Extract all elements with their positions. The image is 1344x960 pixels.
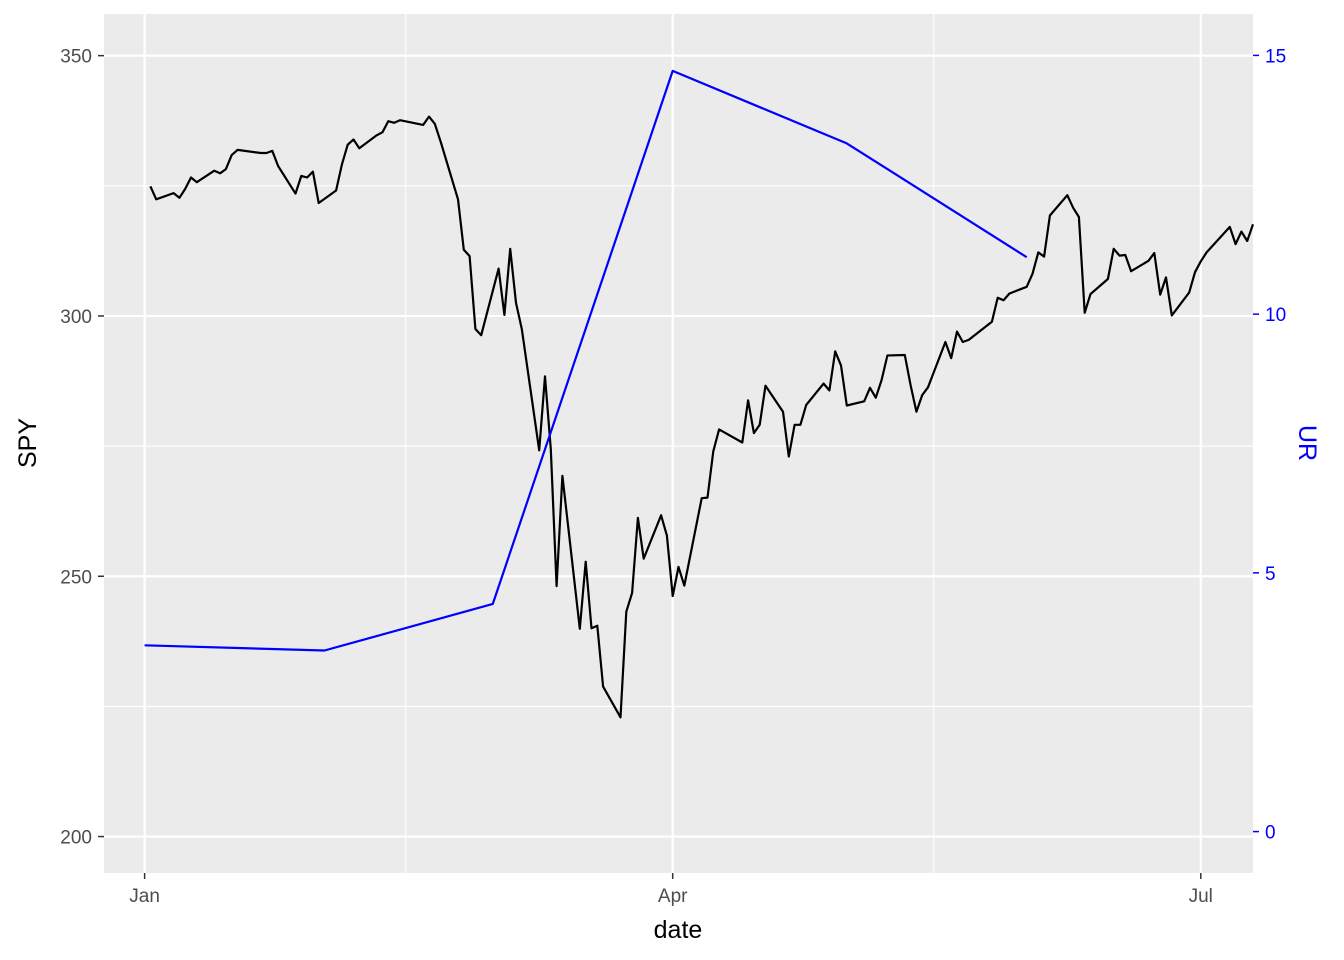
x-axis-tick-label: Apr [658, 886, 688, 907]
minor-gridlines [104, 14, 1253, 873]
series-layer [144, 69, 1255, 719]
x-axis-tick-label: Jan [129, 886, 160, 907]
series-line-ur [144, 69, 1028, 652]
major-gridlines [104, 14, 1253, 873]
left-axis-tick-label: 250 [60, 567, 92, 588]
right-axis-tick-label: 0 [1265, 823, 1276, 844]
right-axis-tick-label: 10 [1265, 305, 1286, 326]
left-axis-tick-label: 350 [60, 47, 92, 68]
bottom-axis: Jan Apr Jul [129, 873, 1213, 907]
y-axis-title-right: UR [1293, 425, 1321, 461]
x-axis-tick-label: Jul [1189, 886, 1213, 907]
right-axis-tick-label: 5 [1265, 564, 1276, 585]
x-axis-title: date [654, 916, 703, 944]
left-axis-tick-label: 200 [60, 828, 92, 849]
left-axis: 200 250 300 350 [60, 47, 104, 849]
right-axis: 0 5 10 15 [1253, 46, 1286, 844]
right-axis-tick-label: 15 [1265, 46, 1286, 67]
series-line-spy [149, 115, 1255, 719]
y-axis-title-left: SPY [14, 418, 42, 468]
plot-panel [104, 14, 1253, 873]
left-axis-tick-label: 300 [60, 307, 92, 328]
